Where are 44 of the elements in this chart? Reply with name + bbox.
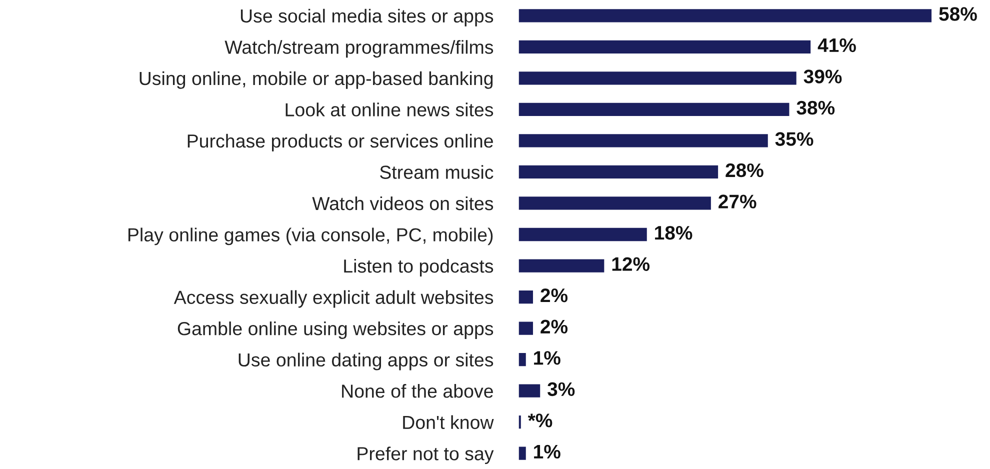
y-tick-label: Use online dating apps or sites bbox=[238, 352, 494, 370]
bar bbox=[518, 134, 768, 148]
data-label: 2% bbox=[540, 320, 568, 334]
bar bbox=[518, 196, 711, 210]
bar bbox=[518, 40, 811, 54]
bar bbox=[518, 9, 932, 22]
y-tick-label: Purchase products or services online bbox=[188, 134, 493, 152]
bar bbox=[518, 353, 526, 366]
y-tick-label: Use social media sites or apps bbox=[240, 8, 494, 26]
data-label: 12% bbox=[612, 257, 650, 271]
data-label: 35% bbox=[775, 132, 814, 146]
data-label: *% bbox=[528, 414, 552, 428]
y-tick-label: Play online games (via console, PC, mobile) bbox=[128, 228, 493, 246]
y-tick-label: Watch videos on sites bbox=[312, 196, 494, 210]
bar bbox=[518, 322, 533, 335]
bar bbox=[518, 165, 718, 179]
bar bbox=[518, 446, 526, 460]
y-tick-label: Access sexually explicit adult websites bbox=[174, 290, 494, 308]
bar bbox=[518, 259, 604, 272]
bar bbox=[518, 72, 796, 85]
y-tick-label: Gamble online using websites or apps bbox=[178, 322, 494, 339]
bar bbox=[518, 290, 533, 304]
y-tick-label: None of the above bbox=[342, 384, 493, 398]
data-label: 39% bbox=[804, 70, 842, 84]
y-tick-label: Stream music bbox=[380, 165, 494, 179]
data-label: 27% bbox=[718, 194, 756, 208]
data-label: 1% bbox=[534, 444, 560, 459]
data-label: 1% bbox=[534, 351, 560, 365]
data-label: 3% bbox=[548, 382, 575, 396]
bar bbox=[518, 102, 790, 116]
y-tick-label: Look at online news sites bbox=[286, 102, 494, 116]
data-label: 58% bbox=[939, 7, 977, 21]
data-label: 2% bbox=[540, 288, 568, 302]
data-label: 38% bbox=[796, 100, 835, 115]
y-tick-label: Prefer not to say bbox=[358, 446, 494, 464]
data-label: 41% bbox=[818, 38, 856, 52]
data-label: 28% bbox=[726, 163, 764, 178]
y-tick-label: Using online, mobile or app-based banking bbox=[140, 71, 493, 89]
y-tick-label: Watch/stream programmes/films bbox=[224, 40, 494, 58]
bar bbox=[518, 228, 647, 242]
data-label: 18% bbox=[655, 226, 692, 240]
bar bbox=[518, 384, 540, 398]
y-tick-label: Listen to podcasts bbox=[344, 258, 494, 276]
y-tick-label: Don't know bbox=[403, 415, 494, 430]
